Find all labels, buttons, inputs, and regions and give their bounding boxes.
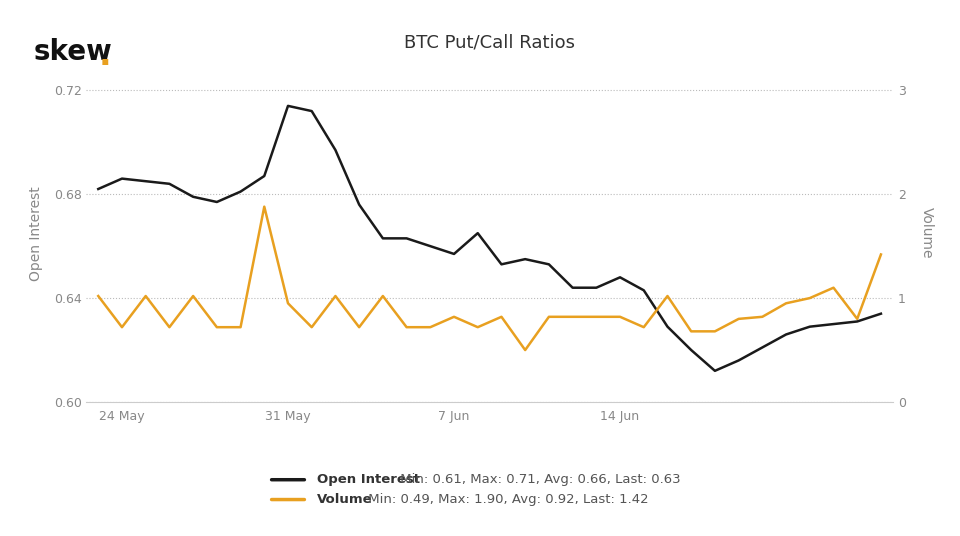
Y-axis label: Volume: Volume	[920, 207, 933, 259]
Title: BTC Put/Call Ratios: BTC Put/Call Ratios	[404, 34, 575, 51]
Y-axis label: Open Interest: Open Interest	[29, 186, 42, 280]
Text: Min: 0.49, Max: 1.90, Avg: 0.92, Last: 1.42: Min: 0.49, Max: 1.90, Avg: 0.92, Last: 1…	[364, 493, 648, 506]
Text: Open Interest: Open Interest	[317, 473, 420, 486]
Text: Min: 0.61, Max: 0.71, Avg: 0.66, Last: 0.63: Min: 0.61, Max: 0.71, Avg: 0.66, Last: 0…	[396, 473, 681, 486]
Text: Volume: Volume	[317, 493, 372, 506]
Text: skew: skew	[34, 38, 112, 65]
Text: .: .	[99, 39, 111, 72]
